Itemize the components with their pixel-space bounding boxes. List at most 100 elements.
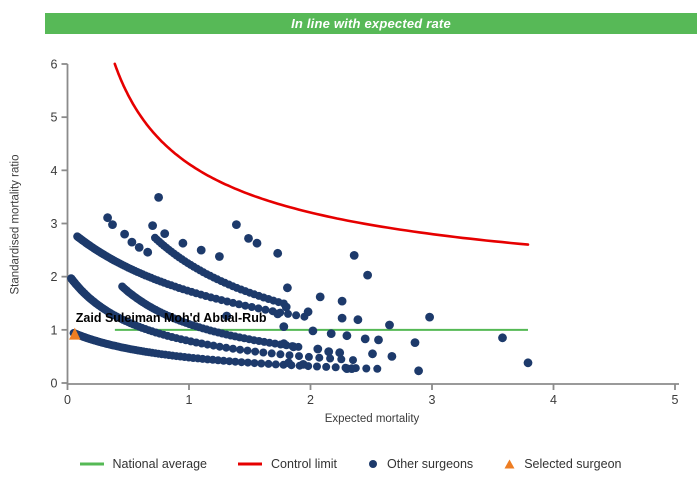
scatter-dot [232, 220, 241, 230]
scatter-dot [203, 340, 212, 349]
scatter-dot [178, 238, 188, 248]
scatter-dot [215, 252, 224, 261]
scatter-dot [353, 315, 363, 325]
legend-label: Other surgeons [387, 457, 474, 471]
scatter-dot [251, 347, 260, 356]
x-tick-label: 1 [186, 393, 193, 407]
x-tick-label: 4 [550, 393, 557, 407]
scatter-dot [373, 364, 382, 373]
funnel-plot-chart: 0 1 2 3 4 5 6 0 1 2 3 4 5 Zaid Suleiman Moh'd Abual-R… [51, 57, 679, 407]
legend-item-other-surgeons: Other surgeons [367, 457, 473, 471]
scatter-dot [222, 311, 232, 321]
scatter-dot [281, 302, 291, 312]
scatter-dot [241, 301, 250, 310]
scatter-dot [363, 270, 372, 280]
scatter-dot [243, 358, 252, 367]
legend-item-selected-surgeon: Selected surgeon [503, 457, 621, 471]
y-tick-label: 1 [51, 323, 58, 337]
scatter-dot [347, 364, 357, 373]
scatter-dot [374, 335, 383, 345]
scatter-dot [160, 229, 170, 239]
scatter-dot [292, 311, 301, 320]
scatter-dot [326, 329, 336, 338]
scatter-dot [284, 358, 293, 368]
scatter-dot [271, 360, 280, 369]
x-tick-label: 5 [672, 393, 679, 407]
control-limit-line-icon [238, 462, 263, 466]
y-tick-label: 2 [51, 270, 58, 284]
scatter-dot [219, 356, 228, 365]
results-banner-text: In line with expected rate [291, 16, 451, 31]
scatter-dot [368, 349, 377, 359]
legend-item-national-average: National average [79, 457, 208, 471]
scatter-dot [231, 357, 240, 366]
scatter-dot [235, 300, 243, 309]
selected-surgeon-marker [69, 327, 81, 340]
scatter-dot [215, 342, 224, 351]
scatter-dot [127, 237, 137, 247]
scatter-dot [273, 309, 283, 319]
scatter-dot [337, 313, 347, 323]
scatter-dot [209, 341, 218, 350]
surgeon-dot-icon [369, 460, 378, 468]
y-axis-title: Standardised mortality ratio [9, 154, 22, 295]
scatter-dot [229, 298, 237, 307]
scatter-dot [298, 360, 308, 369]
scatter-dot [385, 320, 394, 330]
scatter-dot [134, 243, 144, 252]
selected-surgeon-triangle-icon [504, 459, 515, 469]
scatter-dot [244, 234, 253, 243]
y-tick-label: 0 [51, 377, 58, 391]
scatter-dot [279, 339, 289, 349]
x-tick-label: 3 [429, 393, 436, 407]
scatter-dot [342, 331, 352, 341]
national-average-line-icon [79, 462, 104, 466]
legend-label: Control limit [271, 457, 338, 471]
scatter-dot [498, 333, 507, 343]
scatter-dot [236, 345, 245, 354]
scatter-dot [222, 343, 231, 352]
scatter-dot [414, 366, 423, 376]
scatter-dot [324, 347, 334, 356]
scatter-dot [410, 338, 420, 347]
scatter-dot [283, 283, 292, 293]
control-limit-curve [113, 62, 530, 246]
scatter-dot [284, 309, 292, 318]
scatter-dot [108, 220, 117, 230]
results-banner: In line with expected rate [45, 13, 697, 34]
scatter-dot [229, 344, 237, 353]
scatter-dot [247, 303, 256, 311]
scatter-dot [349, 356, 357, 365]
scatter-dot [315, 353, 324, 362]
x-tick-label: 2 [307, 393, 314, 407]
scatter-dot [267, 349, 276, 358]
legend-label: National average [112, 457, 208, 471]
scatter-dot [425, 312, 434, 322]
scatter-dot [243, 346, 252, 355]
legend-label: Selected surgeon [524, 457, 622, 471]
scatter-dot [331, 363, 340, 372]
scatter-dot [148, 221, 158, 231]
scatter-dot [225, 357, 234, 366]
scatter-dot [103, 213, 112, 223]
y-tick-label: 4 [51, 164, 58, 178]
scatter-dot [322, 362, 331, 371]
scatter-dot [259, 348, 268, 357]
scatter-dot [273, 248, 283, 258]
scatter-dot [289, 342, 298, 352]
scatter-dot [315, 292, 325, 302]
scatter-dot [387, 352, 397, 361]
scatter-dot [264, 359, 273, 368]
chart-legend: National average Control limit Other sur… [0, 457, 700, 471]
scatter-dot [295, 352, 303, 361]
scatter-dot [337, 355, 346, 364]
scatter-dot [360, 334, 370, 344]
scatter-dot [252, 238, 262, 248]
y-tick-label: 6 [51, 57, 58, 71]
scatter-dot [250, 359, 259, 368]
scatter-dot [257, 359, 266, 368]
legend-item-control-limit: Control limit [237, 457, 337, 471]
scatter-dot [237, 358, 246, 367]
selected-surgeon-label: Zaid Suleiman Moh'd Abual-Rub [76, 311, 267, 325]
